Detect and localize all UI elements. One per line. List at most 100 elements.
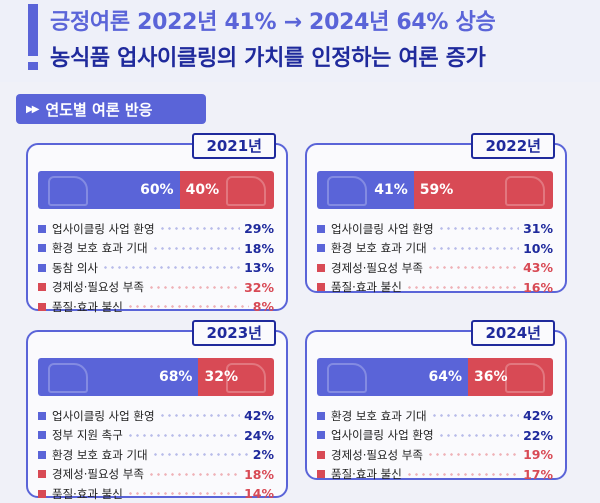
year-card: 2024년 64% 36% 환경 보호 효과 기대 42% 업사이클링 사업 환영 22% 경… [305,320,567,482]
list-item: 정부 지원 촉구 24% [38,426,274,446]
list-item: 경제성·필요성 부족 32% [38,278,274,298]
opinion-bar: 41% 59% [317,171,553,209]
item-label: 경제성·필요성 부족 [331,447,423,462]
item-value: 32% [244,279,274,295]
item-label: 품질·효과 불신 [331,467,402,482]
dotted-leader [126,492,241,496]
list-item: 경제성·필요성 부족 19% [317,445,553,465]
item-label: 업사이클링 사업 환영 [52,221,155,236]
year-card: 2021년 60% 40% 업사이클링 사업 환영 29% 환경 보호 효과 기대 18% 동… [26,133,288,314]
list-item: 업사이클링 사업 환영 42% [38,406,274,426]
item-label: 품질·효과 불신 [52,486,123,501]
list-item: 업사이클링 사업 환영 22% [317,426,553,446]
thumbs-down-icon [226,363,266,393]
negative-percent: 40% [185,182,220,198]
negative-bar: 36% [468,358,553,396]
item-value: 22% [523,427,553,443]
item-label: 업사이클링 사업 환영 [331,221,434,236]
reason-list: 환경 보호 효과 기대 42% 업사이클링 사업 환영 22% 경제성·필요성 부족 19… [317,406,553,484]
item-value: 8% [252,299,274,315]
bullet-square-icon [38,224,46,233]
headline-secondary: 농식품 업사이클링의 가치를 인정하는 여론 증가 [50,46,486,71]
item-value: 24% [244,427,274,443]
bullet-square-icon [317,431,325,440]
item-value: 18% [244,466,274,482]
item-label: 품질·효과 불신 [52,299,123,314]
item-value: 29% [244,221,274,237]
item-value: 16% [523,279,553,295]
opinion-bar: 64% 36% [317,358,553,396]
positive-bar: 68% [38,358,199,396]
year-tab: 2021년 [192,133,276,159]
bullet-square-icon [38,263,46,272]
year-tab: 2024년 [471,320,555,346]
list-item: 환경 보호 효과 기대 10% [317,239,553,259]
item-label: 경제성·필요성 부족 [331,260,423,275]
item-value: 17% [523,466,553,482]
list-item: 품질·효과 불신 14% [38,484,274,503]
positive-percent: 41% [374,182,408,198]
item-value: 14% [244,486,274,502]
bullet-square-icon [317,283,325,292]
item-label: 정부 지원 촉구 [52,428,123,443]
dotted-leader [437,227,520,231]
thumbs-down-icon [505,363,545,393]
thumbs-up-icon [48,176,88,206]
list-item: 품질·효과 불신 8% [38,297,274,317]
positive-bar: 60% [38,171,180,209]
dotted-leader [426,453,520,457]
section-label: ▶▶ 연도별 여론 반응 [16,94,206,124]
bullet-square-icon [317,470,325,479]
item-value: 19% [523,447,553,463]
positive-bar: 64% [317,358,469,396]
bullet-square-icon [38,431,46,440]
positive-percent: 60% [140,182,174,198]
item-label: 업사이클링 사업 환영 [331,428,434,443]
play-double-icon: ▶▶ [26,103,39,115]
dotted-leader [147,285,241,289]
dotted-leader [405,472,520,476]
dotted-leader [151,453,249,457]
negative-bar: 40% [179,171,274,209]
year-card: 2023년 68% 32% 업사이클링 사업 환영 42% 정부 지원 촉구 24% 환경 보… [26,320,288,501]
list-item: 품질·효과 불신 16% [317,278,553,298]
dotted-leader [430,246,520,250]
dotted-leader [147,472,241,476]
list-item: 경제성·필요성 부족 18% [38,465,274,485]
thumbs-down-icon [505,176,545,206]
dotted-leader [101,266,241,270]
item-value: 42% [523,408,553,424]
list-item: 환경 보호 효과 기대 18% [38,239,274,259]
item-value: 2% [252,447,274,463]
dotted-leader [426,266,520,270]
list-item: 품질·효과 불신 17% [317,465,553,485]
dotted-leader [430,414,520,418]
bullet-square-icon [317,450,325,459]
list-item: 업사이클링 사업 환영 31% [317,219,553,239]
year-tab: 2023년 [192,320,276,346]
year-tab: 2022년 [471,133,555,159]
item-label: 품질·효과 불신 [331,280,402,295]
list-item: 경제성·필요성 부족 43% [317,258,553,278]
item-value: 10% [523,240,553,256]
positive-percent: 68% [158,369,193,385]
bullet-square-icon [317,411,325,420]
positive-percent: 64% [428,369,463,385]
thumbs-up-icon [48,363,88,393]
list-item: 업사이클링 사업 환영 29% [38,219,274,239]
negative-percent: 36% [474,369,508,385]
negative-percent: 59% [419,182,454,198]
reason-list: 업사이클링 사업 환영 29% 환경 보호 효과 기대 18% 동참 의사 13% 경제성·… [38,219,274,317]
reason-list: 업사이클링 사업 환영 31% 환경 보호 효과 기대 10% 경제성·필요성 부족 43… [317,219,553,297]
header: 긍정여론 2022년 41% → 2024년 64% 상승 농식품 업사이클링의… [0,0,600,82]
item-label: 업사이클링 사업 환영 [52,408,155,423]
negative-bar: 32% [198,358,274,396]
thumbs-down-icon [226,176,266,206]
item-label: 환경 보호 효과 기대 [52,447,148,462]
thumbs-up-icon [327,363,367,393]
item-label: 경제성·필요성 부족 [52,467,144,482]
dotted-leader [437,433,520,437]
dotted-leader [126,433,241,437]
headline-primary: 긍정여론 2022년 41% → 2024년 64% 상승 [50,10,496,35]
dotted-leader [158,414,241,418]
